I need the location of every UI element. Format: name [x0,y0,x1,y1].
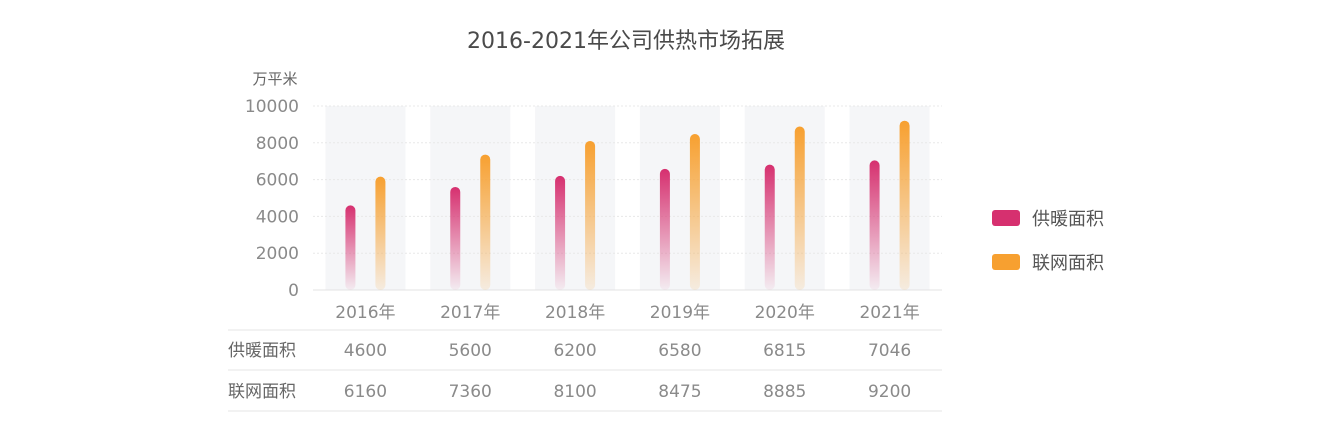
category-backgrounds [325,106,930,290]
x-tick-label: 2018年 [545,303,605,323]
table-cell: 6200 [553,341,596,361]
y-tick-label: 4000 [256,207,299,227]
x-tick-label: 2017年 [440,303,500,323]
y-tick-label: 8000 [256,134,299,154]
table-cell: 6815 [763,341,806,361]
table-cell: 6580 [658,341,701,361]
table-cell: 5600 [449,341,492,361]
table-cell: 4600 [344,341,387,361]
table-cell: 6160 [344,382,387,402]
legend-label: 联网面积 [1032,253,1104,274]
bar-heating-area [345,205,356,290]
x-tick-label: 2016年 [335,303,395,323]
bar-network-area [585,140,596,290]
y-tick-label: 10000 [245,97,299,117]
category-band [744,106,825,290]
legend-label: 供暖面积 [1032,209,1104,230]
data-table: 供暖面积 4600 5600 6200 6580 6815 7046 联网面积 6160 7360… [228,329,942,412]
category-band [639,106,720,290]
y-axis-unit: 万平米 [252,70,297,88]
table-cell: 8100 [553,382,596,402]
bar-network-area [899,120,910,290]
table-cell: 8885 [763,382,806,402]
bar-network-area [375,176,386,290]
x-axis: 2016年 2017年 2018年 2019年 2020年 2021年 [335,303,919,323]
bar-network-area [794,126,805,291]
x-tick-label: 2020年 [755,303,815,323]
bar-heating-area [659,168,670,290]
table-cell: 7046 [868,341,911,361]
chart-title: 2016-2021年公司供热市场拓展 [467,29,785,54]
category-band [325,106,406,290]
bar-heating-area [555,175,566,290]
bar-network-area [480,154,491,290]
legend-swatch [992,210,1020,226]
x-tick-label: 2019年 [650,303,710,323]
table-cell: 7360 [449,382,492,402]
legend-swatch [992,254,1020,270]
table-cell: 8475 [658,382,701,402]
y-tick-label: 6000 [256,171,299,191]
table-row-label: 供暖面积 [228,341,296,361]
x-tick-label: 2021年 [859,303,919,323]
category-band [535,106,616,290]
bars [345,120,910,291]
bar-network-area [689,134,700,290]
table-cell: 9200 [868,382,911,402]
y-tick-label: 0 [288,281,299,301]
bar-heating-area [764,164,775,290]
category-band [849,106,930,290]
grid-lines [313,105,942,291]
bar-heating-area [450,186,461,290]
y-tick-label: 2000 [256,244,299,264]
category-band [430,106,511,290]
bar-heating-area [869,160,880,290]
y-axis: 0 2000 4000 6000 8000 10000 [245,97,299,301]
table-row-label: 联网面积 [228,382,296,402]
